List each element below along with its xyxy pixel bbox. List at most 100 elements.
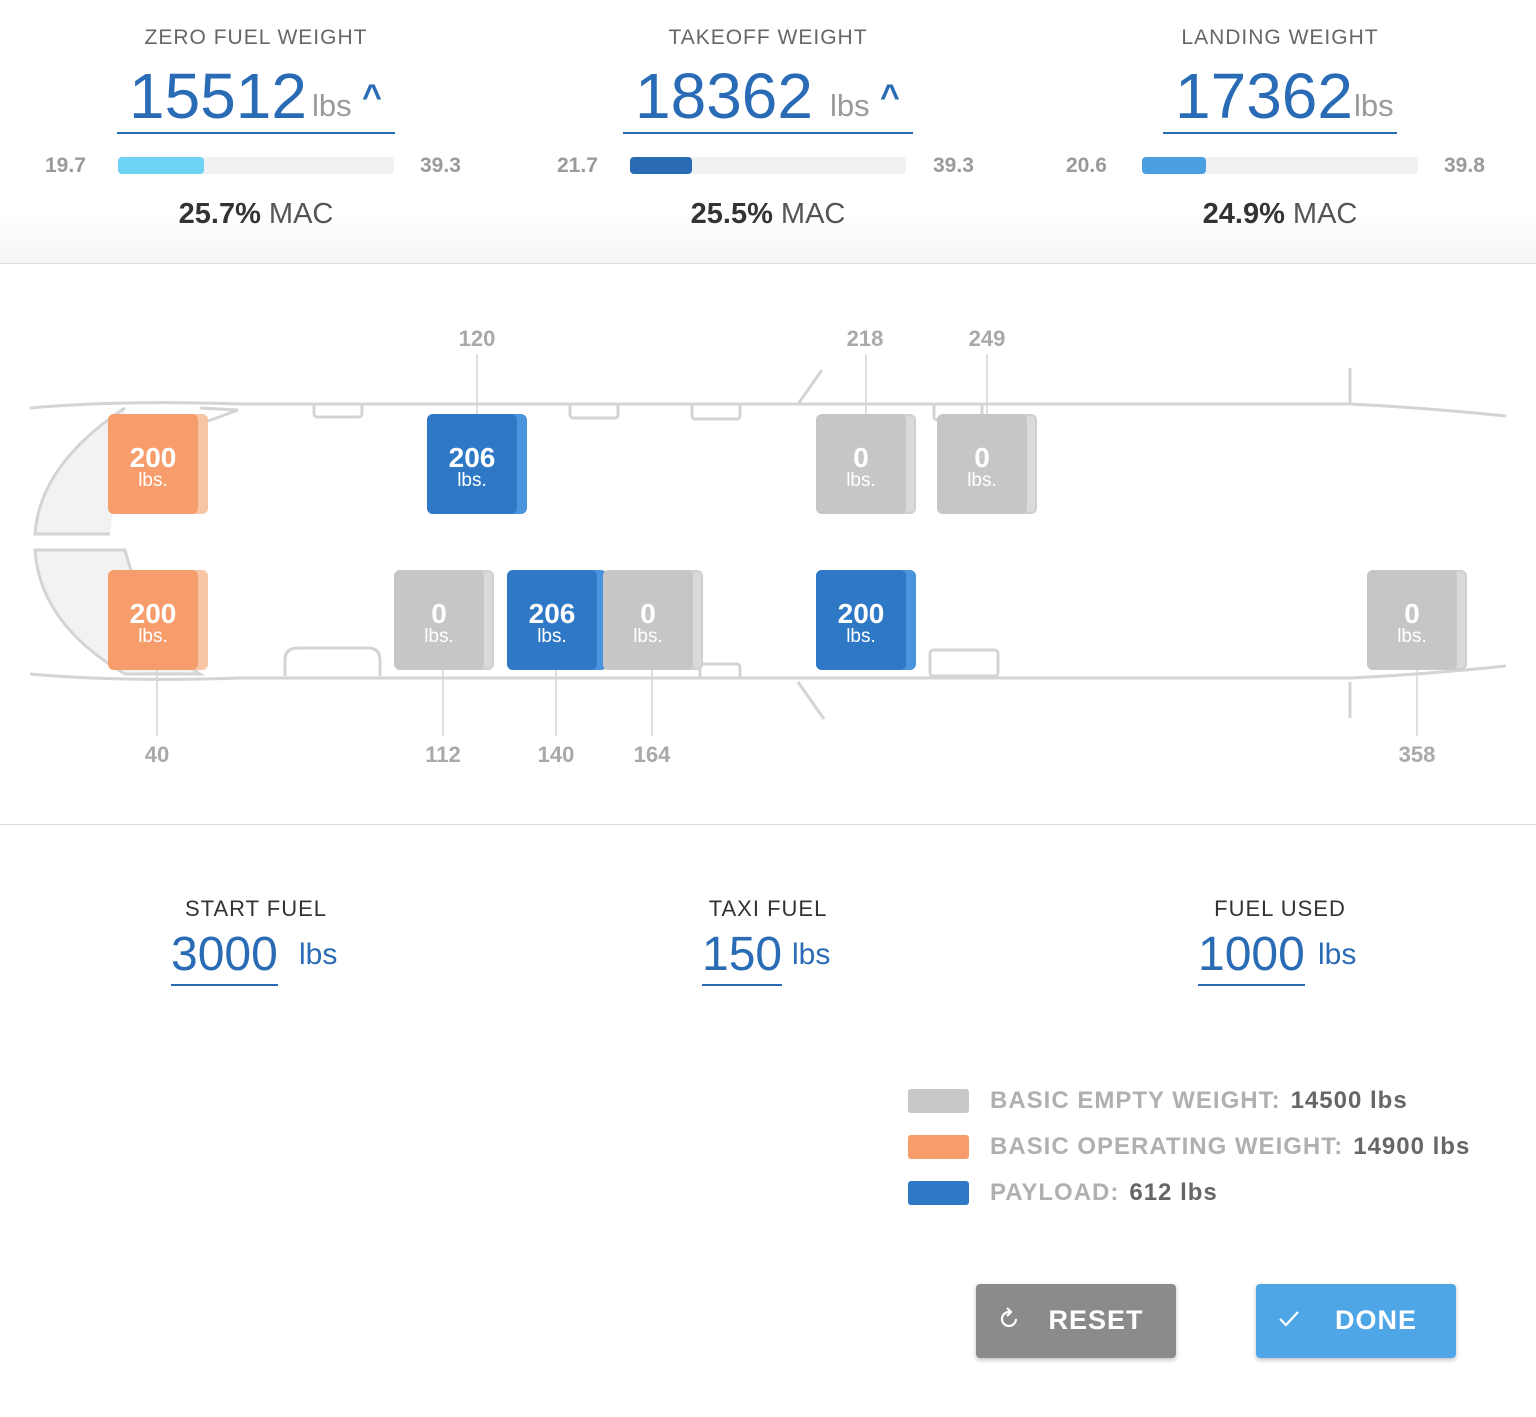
takeoff-weight-unit: lbs xyxy=(830,88,870,123)
zero-fuel-cg-fill xyxy=(118,157,204,174)
zero-fuel-mac-label: MAC xyxy=(268,198,334,230)
zero-fuel-cg-max: 39.3 xyxy=(420,154,461,177)
station-label: 112 xyxy=(425,742,461,767)
station-label: 140 xyxy=(537,742,575,767)
load-value: 0 xyxy=(1404,598,1420,629)
start-fuel-section: START FUEL 3000 lbs xyxy=(0,896,512,996)
zero-fuel-mac: 25.7% MAC xyxy=(0,198,512,231)
load-value: 0 xyxy=(640,598,656,629)
load-unit: lbs. xyxy=(846,470,876,491)
refresh-icon xyxy=(996,1306,1022,1339)
takeoff-weight-section: TAKEOFF WEIGHT 18362 lbs ^ 21.7 39.3 25.… xyxy=(512,0,1024,264)
load-seat-140[interactable]: 206 lbs. xyxy=(507,570,607,670)
load-unit: lbs. xyxy=(138,626,168,647)
taxi-fuel-unit: lbs xyxy=(792,938,831,971)
fuselage-outline xyxy=(29,354,1507,736)
taxi-fuel-section: TAXI FUEL 150 lbs xyxy=(512,896,1024,996)
zero-fuel-weight-title: ZERO FUEL WEIGHT xyxy=(144,26,368,49)
load-unit: lbs. xyxy=(967,470,997,491)
fuel-used-value: 1000 xyxy=(1198,926,1305,986)
load-unit: lbs. xyxy=(457,470,487,491)
start-fuel-value: 3000 xyxy=(171,926,278,986)
zero-fuel-mac-value: 25.7% xyxy=(178,198,261,230)
landing-weight-unit: lbs xyxy=(1354,88,1394,123)
zero-fuel-weight-unit: lbs xyxy=(312,88,352,123)
load-seat-120[interactable]: 206 lbs. xyxy=(427,414,527,514)
load-seat-40-upper[interactable]: 200 lbs. xyxy=(108,414,208,514)
load-unit: lbs. xyxy=(424,626,454,647)
caret-up-icon[interactable]: ^ xyxy=(362,78,382,116)
done-button-label: DONE xyxy=(1334,1305,1417,1335)
caret-up-icon[interactable]: ^ xyxy=(880,78,900,116)
station-label: 40 xyxy=(144,742,170,767)
load-unit: lbs. xyxy=(1397,626,1427,647)
load-value: 206 xyxy=(528,598,576,629)
taxi-fuel-field[interactable]: 150 lbs xyxy=(702,926,852,986)
weight-summary-panel: ZERO FUEL WEIGHT 15512 lbs ^ 19.7 39.3 2… xyxy=(0,0,1536,264)
zero-fuel-cg-min: 19.7 xyxy=(45,154,86,177)
load-value: 0 xyxy=(974,442,990,473)
load-baggage-358[interactable]: 0 lbs. xyxy=(1367,570,1467,670)
fuel-used-field[interactable]: 1000 lbs xyxy=(1198,926,1378,986)
load-value: 206 xyxy=(448,442,496,473)
taxi-fuel-value: 150 xyxy=(702,926,783,986)
legend-value: 612 lbs xyxy=(1129,1179,1218,1206)
takeoff-mac-label: MAC xyxy=(780,198,846,230)
zero-fuel-weight-value: 15512 xyxy=(129,60,307,132)
load-seat-164[interactable]: 0 lbs. xyxy=(603,570,703,670)
load-value: 0 xyxy=(431,598,447,629)
load-value: 200 xyxy=(837,598,885,629)
load-baggage-forward[interactable]: 200 lbs. xyxy=(816,570,916,670)
station-label: 120 xyxy=(458,326,496,351)
start-fuel-field[interactable]: 3000 lbs xyxy=(171,926,351,986)
load-seat-249[interactable]: 0 lbs. xyxy=(937,414,1037,514)
takeoff-cg-max: 39.3 xyxy=(933,154,974,177)
takeoff-weight-title: TAKEOFF WEIGHT xyxy=(668,26,868,49)
load-unit: lbs. xyxy=(138,470,168,491)
zero-fuel-weight-field[interactable]: 15512 lbs ^ xyxy=(117,58,395,134)
start-fuel-unit: lbs xyxy=(299,938,338,971)
reset-button[interactable]: RESET xyxy=(976,1284,1176,1358)
takeoff-mac-value: 25.5% xyxy=(690,198,773,230)
landing-cg-bar xyxy=(1142,157,1418,174)
legend-label: PAYLOAD: xyxy=(990,1179,1120,1206)
load-seat-112[interactable]: 0 lbs. xyxy=(394,570,494,670)
landing-mac-label: MAC xyxy=(1292,198,1358,230)
reset-button-label: RESET xyxy=(1048,1305,1144,1335)
load-value: 200 xyxy=(129,442,177,473)
fuel-used-title: FUEL USED xyxy=(1214,896,1346,921)
legend-value: 14500 lbs xyxy=(1290,1087,1408,1114)
legend-swatch-blue xyxy=(908,1181,969,1205)
load-unit: lbs. xyxy=(633,626,663,647)
station-label: 358 xyxy=(1398,742,1436,767)
load-seat-40-lower[interactable]: 200 lbs. xyxy=(108,570,208,670)
takeoff-weight-field[interactable]: 18362 lbs ^ xyxy=(623,58,913,134)
station-label: 164 xyxy=(633,742,671,767)
check-icon xyxy=(1276,1306,1302,1339)
load-unit: lbs. xyxy=(537,626,567,647)
landing-cg-max: 39.8 xyxy=(1444,154,1485,177)
zero-fuel-cg-bar xyxy=(118,157,394,174)
station-label: 218 xyxy=(846,326,884,351)
load-unit: lbs. xyxy=(846,626,876,647)
taxi-fuel-title: TAXI FUEL xyxy=(708,896,828,921)
landing-weight-section: LANDING WEIGHT 17362 lbs 20.6 39.8 24.9%… xyxy=(1024,0,1536,264)
load-value: 200 xyxy=(129,598,177,629)
cabin-loading-diagram: 120 218 249 40 112 140 164 358 200 lbs. 2… xyxy=(0,264,1536,825)
landing-weight-field[interactable]: 17362 lbs xyxy=(1163,58,1397,134)
load-value: 0 xyxy=(853,442,869,473)
landing-cg-min: 20.6 xyxy=(1066,154,1107,177)
fuel-used-unit: lbs xyxy=(1318,938,1357,971)
zero-fuel-weight-section: ZERO FUEL WEIGHT 15512 lbs ^ 19.7 39.3 2… xyxy=(0,0,512,264)
landing-weight-value: 17362 xyxy=(1175,60,1353,132)
takeoff-cg-min: 21.7 xyxy=(557,154,598,177)
takeoff-mac: 25.5% MAC xyxy=(512,198,1024,231)
fuel-used-section: FUEL USED 1000 lbs xyxy=(1024,896,1536,996)
landing-cg-fill xyxy=(1142,157,1206,174)
landing-weight-title: LANDING WEIGHT xyxy=(1181,26,1379,49)
landing-mac-value: 24.9% xyxy=(1202,198,1285,230)
start-fuel-title: START FUEL xyxy=(184,896,328,921)
done-button[interactable]: DONE xyxy=(1256,1284,1456,1358)
load-seat-218[interactable]: 0 lbs. xyxy=(816,414,916,514)
legend-label: BASIC EMPTY WEIGHT: xyxy=(990,1087,1281,1114)
